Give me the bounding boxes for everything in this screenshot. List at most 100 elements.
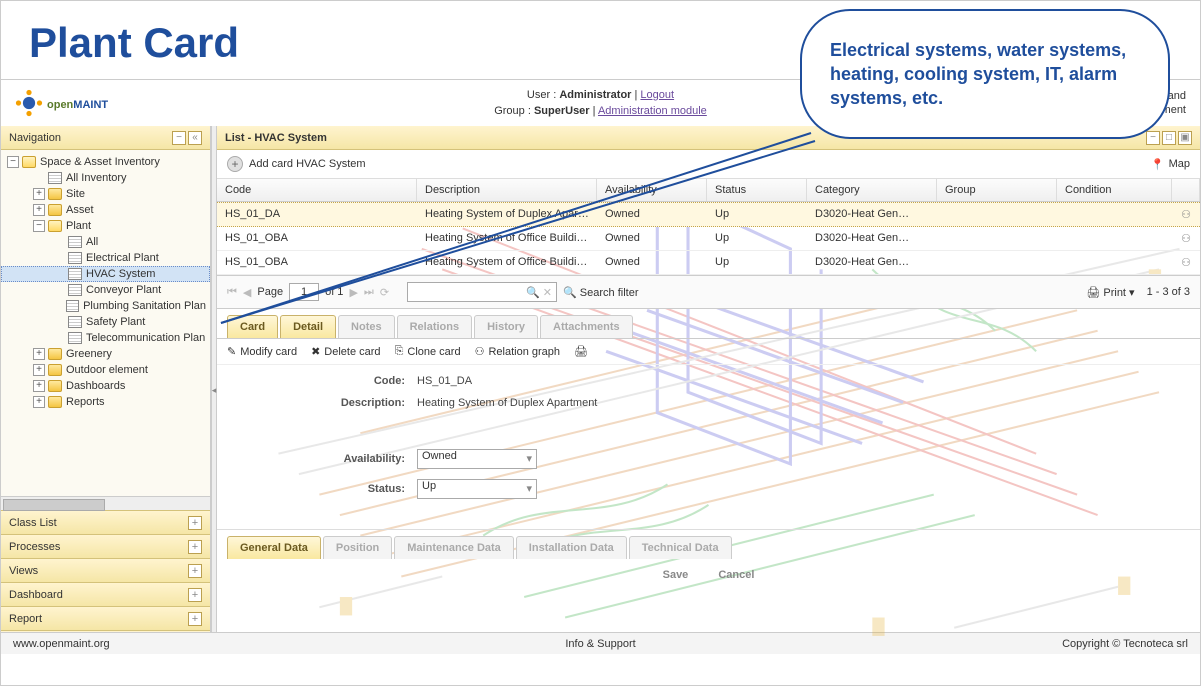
subtab-position[interactable]: Position: [323, 536, 392, 559]
relation-graph-button[interactable]: ⚇ Relation graph: [475, 345, 560, 358]
tree-item[interactable]: Safety Plant: [1, 314, 210, 330]
pager-first-icon[interactable]: ⏮: [227, 286, 237, 299]
modify-card-button[interactable]: ✎ Modify card: [227, 345, 297, 358]
field-avail-select[interactable]: Owned: [417, 449, 537, 469]
footer-support[interactable]: Info & Support: [565, 638, 635, 650]
row-action-icon[interactable]: ⚇: [1172, 251, 1200, 274]
table-row[interactable]: HS_01_DAHeating System of Duplex Apart…O…: [217, 202, 1200, 227]
tree-label: Site: [66, 188, 85, 200]
record-count: 1 - 3 of 3: [1147, 286, 1190, 298]
grid-icon: [68, 268, 82, 280]
admin-module-link[interactable]: Administration module: [598, 105, 707, 117]
table-row[interactable]: HS_01_OBAHeating System of Office Buildi…: [217, 227, 1200, 251]
card-toolbar: ✎ Modify card ✖ Delete card ⎘ Clone card…: [217, 339, 1200, 365]
delete-card-button[interactable]: ✖ Delete card: [311, 345, 380, 358]
clone-card-button[interactable]: ⎘ Clone card: [395, 345, 461, 358]
tree-item[interactable]: +Asset: [1, 202, 210, 218]
panel-min-icon[interactable]: −: [1146, 131, 1160, 145]
tree-item[interactable]: +Greenery: [1, 346, 210, 362]
subtab-general-data[interactable]: General Data: [227, 536, 321, 559]
tab-detail[interactable]: Detail: [280, 315, 336, 338]
add-card-label[interactable]: Add card HVAC System: [249, 158, 366, 170]
map-link[interactable]: 📍 Map: [1151, 158, 1190, 171]
map-label: Map: [1169, 158, 1190, 170]
tree-label: Safety Plant: [86, 316, 145, 328]
grid-icon: [68, 332, 82, 344]
tree-item[interactable]: Plumbing Sanitation Plan: [1, 298, 210, 314]
tree-item[interactable]: +Reports: [1, 394, 210, 410]
folder-icon: [48, 396, 62, 408]
accordion-label: Processes: [9, 541, 60, 553]
col-code[interactable]: Code: [217, 179, 417, 201]
pager-last-icon[interactable]: ⏭: [364, 286, 374, 299]
pager: ⏮ ◀ Page of 1 ▶ ⏭ ⟳ 🔍 ✕ 🔍 Search filter …: [217, 275, 1200, 309]
col-status[interactable]: Status: [707, 179, 807, 201]
search-filter-label[interactable]: Search filter: [580, 287, 639, 299]
tree-item[interactable]: +Dashboards: [1, 378, 210, 394]
group-name: SuperUser: [534, 105, 590, 117]
save-button[interactable]: Save: [663, 569, 689, 581]
tree-item[interactable]: HVAC System: [1, 266, 210, 282]
accordion-views[interactable]: Views+: [1, 558, 210, 582]
nav-collapse-icon[interactable]: «: [188, 131, 202, 145]
subtab-technical-data[interactable]: Technical Data: [629, 536, 732, 559]
pager-refresh-icon[interactable]: ⟳: [380, 286, 389, 299]
expand-icon: +: [188, 612, 202, 626]
pager-prev-icon[interactable]: ◀: [243, 286, 251, 299]
print-card-button[interactable]: 🖨: [574, 345, 588, 358]
logout-link[interactable]: Logout: [640, 89, 674, 101]
logo-text-b: MAINT: [73, 99, 108, 111]
subtab-installation-data[interactable]: Installation Data: [516, 536, 627, 559]
tab-card[interactable]: Card: [227, 315, 278, 338]
col-condition[interactable]: Condition: [1057, 179, 1172, 201]
workspace: Navigation −« −Space & Asset Inventory A…: [1, 126, 1200, 654]
tree-item[interactable]: Conveyor Plant: [1, 282, 210, 298]
tree-item[interactable]: All Inventory: [1, 170, 210, 186]
col-category[interactable]: Category: [807, 179, 937, 201]
field-desc-value: Heating System of Duplex Apartment: [417, 397, 597, 409]
callout-text: Electrical systems, water systems, heati…: [830, 38, 1140, 111]
tree-item[interactable]: +Site: [1, 186, 210, 202]
tree-item[interactable]: All: [1, 234, 210, 250]
folder-icon: [48, 380, 62, 392]
field-status-select[interactable]: Up: [417, 479, 537, 499]
row-action-icon[interactable]: ⚇: [1172, 227, 1200, 250]
tab-notes[interactable]: Notes: [338, 315, 395, 338]
accordion-class-list[interactable]: Class List+: [1, 510, 210, 534]
tree-root[interactable]: −Space & Asset Inventory: [1, 154, 210, 170]
col-availability[interactable]: Availability: [597, 179, 707, 201]
nav-minimize-icon[interactable]: −: [172, 131, 186, 145]
field-status-value: Up: [422, 480, 436, 492]
accordion-dashboard[interactable]: Dashboard+: [1, 582, 210, 606]
print-button[interactable]: 🖨 Print ▾: [1086, 286, 1134, 299]
tree-label: Conveyor Plant: [86, 284, 161, 296]
accordion-label: Views: [9, 565, 38, 577]
col-description[interactable]: Description: [417, 179, 597, 201]
cancel-button[interactable]: Cancel: [718, 569, 754, 581]
tree-item[interactable]: Telecommunication Plan: [1, 330, 210, 346]
footer-url[interactable]: www.openmaint.org: [13, 638, 110, 650]
search-box[interactable]: 🔍 ✕: [407, 282, 557, 302]
tree-item[interactable]: +Outdoor element: [1, 362, 210, 378]
pager-page-input[interactable]: [289, 283, 319, 301]
accordion-processes[interactable]: Processes +: [1, 534, 210, 558]
table-row[interactable]: HS_01_OBAHeating System of Office Buildi…: [217, 251, 1200, 275]
pager-next-icon[interactable]: ▶: [349, 286, 357, 299]
tree-scrollbar[interactable]: [1, 496, 210, 510]
tree-item[interactable]: −Plant: [1, 218, 210, 234]
tab-attachments[interactable]: Attachments: [540, 315, 633, 338]
panel-max-icon[interactable]: ▣: [1178, 131, 1192, 145]
tab-history[interactable]: History: [474, 315, 538, 338]
subtab-maintenance-data[interactable]: Maintenance Data: [394, 536, 514, 559]
accordion-report[interactable]: Report+: [1, 606, 210, 630]
expand-icon: +: [188, 540, 202, 554]
tab-relations[interactable]: Relations: [397, 315, 473, 338]
col-group[interactable]: Group: [937, 179, 1057, 201]
row-action-icon[interactable]: ⚇: [1172, 203, 1200, 226]
pager-of: of 1: [325, 286, 343, 298]
grid-header: Code Description Availability Status Cat…: [217, 179, 1200, 202]
panel-restore-icon[interactable]: □: [1162, 131, 1176, 145]
add-card-icon[interactable]: +: [227, 156, 243, 172]
tree-item[interactable]: Electrical Plant: [1, 250, 210, 266]
user-name: Administrator: [559, 89, 631, 101]
